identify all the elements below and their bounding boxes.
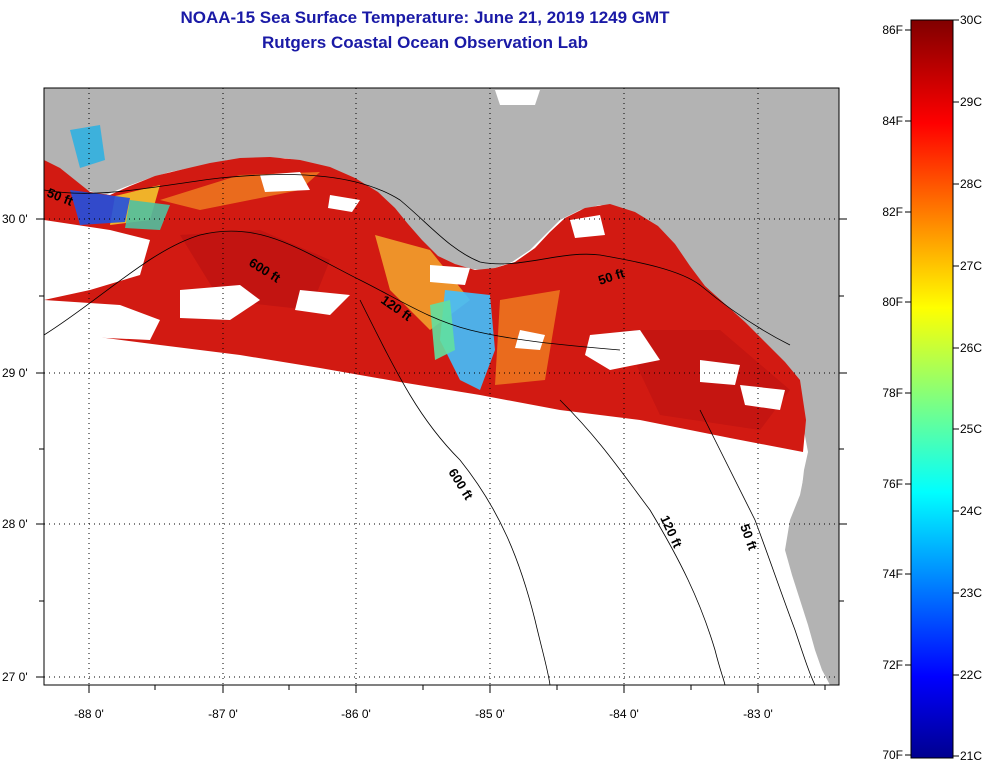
colorbar-label-29c: 29C bbox=[960, 95, 982, 109]
colorbar bbox=[910, 19, 954, 759]
lon-label-88: -88 0' bbox=[74, 707, 104, 721]
colorbar-label-26c: 26C bbox=[960, 341, 982, 355]
colorbar-label-21c: 21C bbox=[960, 749, 982, 763]
lat-label-29: 29 0' bbox=[2, 366, 28, 380]
colorbar-label-82f: 82F bbox=[882, 205, 903, 219]
lon-label-86: -86 0' bbox=[341, 707, 371, 721]
land-area bbox=[44, 88, 839, 560]
colorbar-label-23c: 23C bbox=[960, 586, 982, 600]
colorbar-label-30c: 30C bbox=[960, 13, 982, 27]
colorbar-label-72f: 72F bbox=[882, 658, 903, 672]
lon-label-83: -83 0' bbox=[743, 707, 773, 721]
colorbar-label-74f: 74F bbox=[882, 567, 903, 581]
lon-label-87: -87 0' bbox=[208, 707, 238, 721]
colorbar-label-70f: 70F bbox=[882, 748, 903, 762]
colorbar-label-22c: 22C bbox=[960, 668, 982, 682]
depth-contours bbox=[44, 174, 816, 685]
colorbar-label-27c: 27C bbox=[960, 259, 982, 273]
lon-label-84: -84 0' bbox=[609, 707, 639, 721]
lat-label-27: 27 0' bbox=[2, 670, 28, 684]
colorbar-label-76f: 76F bbox=[882, 477, 903, 491]
colorbar-label-84f: 84F bbox=[882, 114, 903, 128]
lat-label-30: 30 0' bbox=[2, 212, 28, 226]
colorbar-label-28c: 28C bbox=[960, 177, 982, 191]
florida-coast bbox=[785, 455, 839, 685]
lon-label-85: -85 0' bbox=[475, 707, 505, 721]
lat-label-28: 28 0' bbox=[2, 517, 28, 531]
colorbar-label-80f: 80F bbox=[882, 295, 903, 309]
map-title: NOAA-15 Sea Surface Temperature: June 21… bbox=[180, 8, 670, 27]
no-data-patches bbox=[44, 90, 785, 410]
colorbar-label-86f: 86F bbox=[882, 23, 903, 37]
colorbar-label-78f: 78F bbox=[882, 386, 903, 400]
map-subtitle: Rutgers Coastal Ocean Observation Lab bbox=[262, 33, 588, 52]
colorbar-label-25c: 25C bbox=[960, 422, 982, 436]
colorbar-label-24c: 24C bbox=[960, 504, 982, 518]
